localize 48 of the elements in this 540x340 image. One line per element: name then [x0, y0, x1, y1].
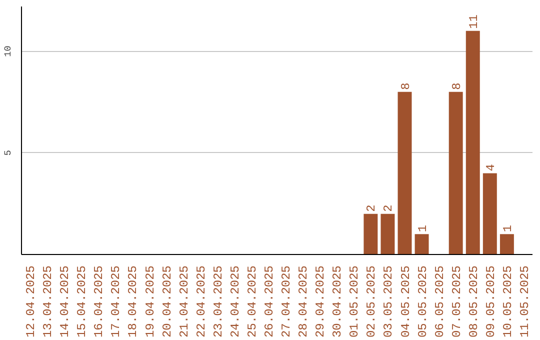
x-tick-label: 12.04.2025 — [24, 265, 38, 338]
x-tick-label: 29.04.2025 — [314, 265, 328, 338]
x-tick-label: 10.05.2025 — [500, 265, 515, 338]
x-tick-label: 24.04.2025 — [228, 265, 242, 338]
bar — [448, 92, 463, 254]
x-tick-label: 05.05.2025 — [416, 265, 430, 338]
x-tick-label: 17.04.2025 — [109, 265, 124, 338]
data-label: 8 — [398, 82, 413, 90]
bar — [466, 30, 480, 254]
x-tick-label: 06.05.2025 — [432, 265, 447, 338]
x-tick-label: 22.04.2025 — [194, 265, 208, 338]
data-label: 8 — [450, 82, 464, 90]
x-tick-label: 11.05.2025 — [518, 265, 532, 338]
data-label: 1 — [500, 224, 515, 232]
x-tick-label: 27.04.2025 — [280, 265, 294, 338]
x-tick-label: 25.04.2025 — [245, 265, 260, 338]
data-label: 2 — [382, 204, 396, 212]
x-tick-label: 20.04.2025 — [160, 265, 174, 338]
x-tick-label: 16.04.2025 — [92, 265, 106, 338]
x-tick-label: 19.04.2025 — [143, 265, 158, 338]
x-tick-label: 13.04.2025 — [41, 265, 56, 338]
bar — [482, 173, 497, 254]
bar — [380, 214, 395, 254]
x-tick-label: 26.04.2025 — [262, 265, 276, 338]
bar — [414, 234, 429, 254]
x-tick-label: 15.04.2025 — [75, 265, 90, 338]
x-tick-label: 04.05.2025 — [398, 265, 413, 338]
data-label: 4 — [484, 164, 498, 172]
x-tick-label: 02.05.2025 — [364, 265, 379, 338]
bar — [364, 214, 378, 254]
x-tick-label: 28.04.2025 — [296, 265, 311, 338]
x-tick-label: 01.05.2025 — [348, 265, 362, 338]
bar — [398, 92, 412, 254]
x-tick-label: 14.04.2025 — [58, 265, 72, 338]
x-tick-label: 21.04.2025 — [177, 265, 192, 338]
data-label: 1 — [416, 224, 430, 232]
x-tick-label: 23.04.2025 — [211, 265, 226, 338]
x-tick-label: 08.05.2025 — [466, 265, 481, 338]
x-tick-label: 03.05.2025 — [382, 265, 396, 338]
bar — [500, 234, 514, 254]
x-tick-label: 18.04.2025 — [126, 265, 140, 338]
y-tick-label: 10 — [2, 45, 14, 57]
x-tick-label: 09.05.2025 — [484, 265, 498, 338]
x-tick-label: 30.04.2025 — [330, 265, 345, 338]
x-tick-label: 07.05.2025 — [450, 265, 464, 338]
data-label: 11 — [466, 14, 481, 29]
data-label: 2 — [364, 204, 379, 212]
y-tick-label: 5 — [2, 150, 14, 156]
